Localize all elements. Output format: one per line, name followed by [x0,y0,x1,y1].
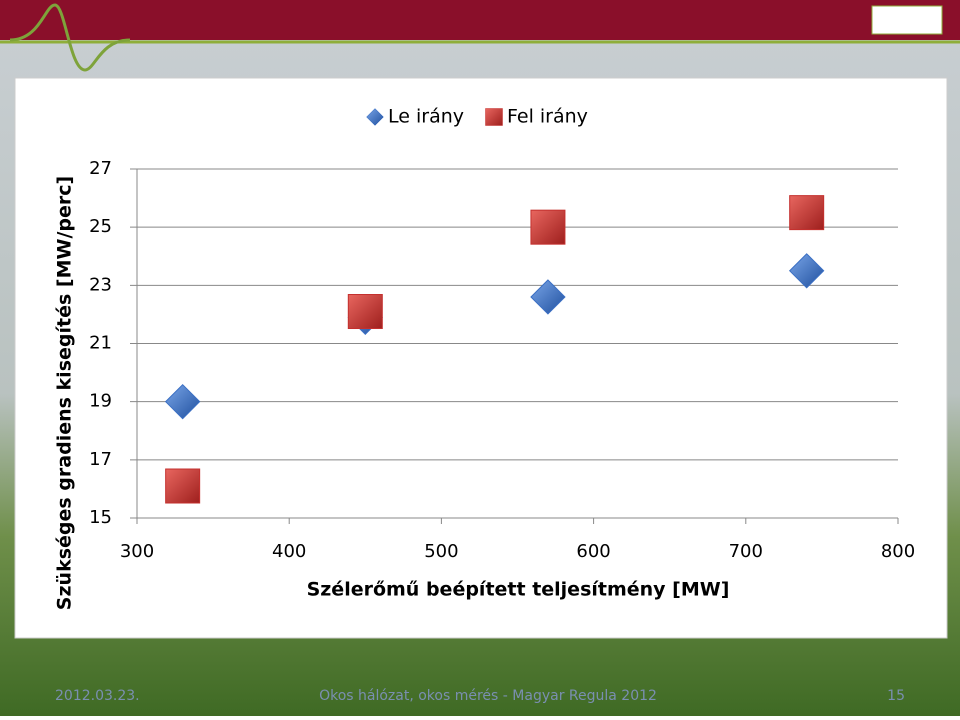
x-tick-label: 800 [881,541,915,562]
wave-logo [9,3,131,72]
footer-date: 2012.03.23. [55,688,140,704]
chart-box [14,77,948,639]
y-tick-label: 21 [89,333,112,354]
diamond-marker [788,253,825,289]
legend-label: Fel irány [507,106,588,128]
y-tick-label: 23 [89,274,112,295]
legend-label: Le irány [388,106,464,128]
square-marker [789,195,825,231]
x-tick-label: 400 [272,541,306,562]
footer-page: 15 [887,688,905,704]
y-tick-label: 25 [89,216,112,237]
legend-marker [485,108,503,126]
legend-marker [366,108,384,126]
x-axis-label: Szélerőmű beépített teljesítmény [MW] [307,579,730,601]
x-tick-label: 600 [576,541,610,562]
y-tick-label: 19 [89,391,112,412]
y-tick-label: 15 [89,507,112,528]
diamond-marker [164,383,201,420]
square-marker [165,468,201,504]
x-tick-label: 500 [424,541,458,562]
footer-title: Okos hálózat, okos mérés - Magyar Regula… [319,688,657,704]
y-tick-label: 27 [89,158,112,179]
diamond-marker [530,279,566,315]
y-axis-label: Szükséges gradiens kisegítés [MW/perc] [54,176,76,610]
square-marker [347,294,383,330]
x-tick-label: 300 [120,541,154,562]
y-tick-label: 17 [89,449,112,470]
vm-logo [871,5,943,35]
x-tick-label: 700 [729,541,763,562]
square-marker [530,209,566,245]
banner [0,0,960,40]
